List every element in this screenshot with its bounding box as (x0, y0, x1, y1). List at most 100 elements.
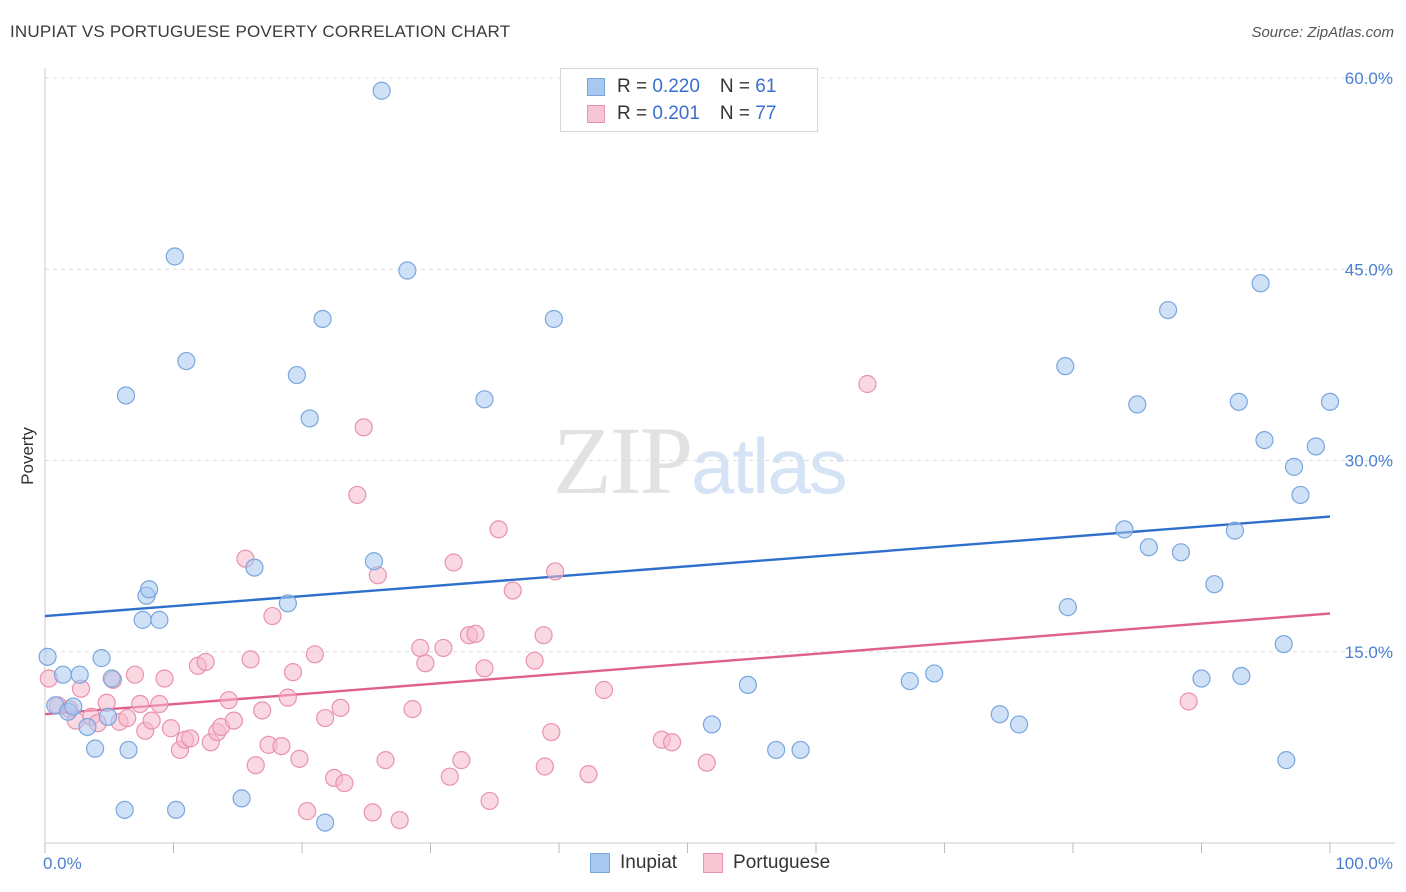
portuguese-point-60 (480, 791, 499, 811)
inupiat-n-label: N = (719, 76, 756, 97)
inupiat-point-5 (70, 665, 89, 684)
inupiat-point-55 (1274, 634, 1293, 654)
inupiat-point-24 (287, 365, 306, 385)
portuguese-point-67 (546, 562, 565, 581)
portuguese-point-61 (489, 520, 508, 539)
portuguese-point-51 (411, 638, 430, 658)
inupiat-point-38 (925, 664, 944, 683)
portuguese-point-10 (118, 708, 137, 728)
inupiat-point-58 (1291, 485, 1310, 505)
inupiat-n-value: 61 (755, 76, 777, 97)
portuguese-point-11 (125, 665, 145, 684)
portuguese-points (39, 374, 1198, 830)
inupiat-point-25 (300, 409, 319, 428)
portuguese-point-62 (503, 581, 522, 600)
legend-item-portuguese[interactable]: Portuguese (703, 852, 830, 874)
inupiat-legend-label: Inupiat (620, 852, 678, 873)
portuguese-point-15 (150, 694, 169, 714)
watermark-atlas: atlas (691, 422, 848, 510)
portuguese-point-33 (263, 606, 282, 626)
inupiat-point-18 (166, 800, 186, 819)
inupiat-point-13 (119, 740, 138, 760)
inupiat-point-56 (1277, 751, 1296, 770)
inupiat-point-49 (1205, 575, 1224, 594)
portuguese-point-36 (283, 663, 303, 682)
portuguese-point-39 (305, 645, 324, 664)
portuguese-point-71 (662, 733, 682, 752)
correlation-legend: R = 0.220 N = 61 R = 0.201 N = 77 (560, 68, 818, 132)
portuguese-n-value: 77 (755, 103, 777, 124)
portuguese-point-59 (475, 659, 494, 678)
inupiat-swatch (587, 78, 605, 96)
inupiat-point-41 (1056, 357, 1075, 376)
inupiat-point-32 (544, 309, 563, 329)
inupiat-point-21 (232, 789, 251, 808)
portuguese-point-56 (452, 751, 471, 770)
inupiat-point-16 (139, 580, 159, 599)
legend-row-inupiat: R = 0.220 N = 61 (587, 75, 776, 99)
inupiat-point-51 (1229, 392, 1248, 411)
legend-row-portuguese: R = 0.201 N = 77 (587, 102, 776, 126)
inupiat-point-12 (116, 386, 136, 405)
portuguese-point-68 (579, 765, 598, 784)
portuguese-trend-line (44, 612, 1331, 716)
y-tick-label-45: 45.0% (1345, 260, 1393, 279)
inupiat-point-20 (177, 351, 196, 371)
inupiat-point-11 (115, 800, 134, 819)
inupiat-point-36 (791, 740, 810, 760)
portuguese-legend-label: Portuguese (733, 852, 831, 873)
portuguese-point-74 (1179, 692, 1198, 711)
inupiat-point-52 (1232, 666, 1251, 686)
portuguese-point-53 (434, 638, 453, 658)
portuguese-point-37 (290, 749, 309, 768)
x-tick-label-min: 0.0% (43, 854, 82, 873)
inupiat-r-label: R = (617, 76, 653, 97)
inupiat-point-26 (313, 309, 332, 329)
inupiat-point-47 (1171, 543, 1191, 562)
series-legend: Inupiat Portuguese (590, 852, 856, 874)
source-label: Source: ZipAtlas.com (1251, 24, 1394, 41)
portuguese-point-31 (253, 701, 272, 720)
chart-title: INUPIAT VS PORTUGUESE POVERTY CORRELATIO… (10, 22, 511, 41)
portuguese-point-42 (331, 698, 350, 717)
inupiat-point-9 (98, 707, 118, 726)
portuguese-point-45 (354, 418, 373, 437)
inupiat-point-44 (1128, 395, 1147, 414)
inupiat-point-33 (702, 715, 722, 734)
trend-lines (44, 515, 1331, 716)
portuguese-point-69 (594, 680, 614, 700)
x-tick-label-max: 100.0% (1335, 854, 1393, 873)
inupiat-point-57 (1284, 457, 1304, 476)
inupiat-legend-swatch (590, 853, 610, 873)
portuguese-point-40 (316, 708, 335, 728)
inupiat-point-53 (1251, 274, 1270, 293)
inupiat-point-40 (1009, 715, 1029, 734)
inupiat-point-39 (990, 705, 1009, 724)
portuguese-point-26 (219, 691, 238, 710)
portuguese-point-58 (466, 624, 485, 644)
inupiat-point-60 (1320, 392, 1340, 411)
inupiat-point-54 (1255, 431, 1274, 450)
portuguese-point-22 (196, 652, 215, 672)
legend-item-inupiat[interactable]: Inupiat (590, 852, 677, 874)
portuguese-point-54 (440, 767, 459, 786)
inupiat-point-28 (364, 552, 384, 571)
portuguese-n-label: N = (719, 103, 756, 124)
inupiat-point-10 (102, 669, 121, 688)
portuguese-point-16 (155, 669, 174, 688)
portuguese-point-12 (130, 694, 150, 714)
y-tick-label-15: 15.0% (1345, 643, 1393, 662)
portuguese-point-72 (697, 753, 716, 772)
portuguese-point-55 (444, 553, 463, 572)
inupiat-point-30 (398, 261, 417, 280)
portuguese-point-34 (272, 736, 291, 756)
inupiat-point-42 (1058, 598, 1077, 617)
inupiat-point-19 (165, 247, 184, 266)
inupiat-point-8 (92, 649, 111, 668)
inupiat-point-34 (738, 675, 757, 695)
portuguese-point-38 (298, 802, 317, 821)
inupiat-point-7 (86, 739, 105, 758)
inupiat-point-43 (1115, 520, 1134, 539)
portuguese-point-43 (335, 773, 354, 793)
